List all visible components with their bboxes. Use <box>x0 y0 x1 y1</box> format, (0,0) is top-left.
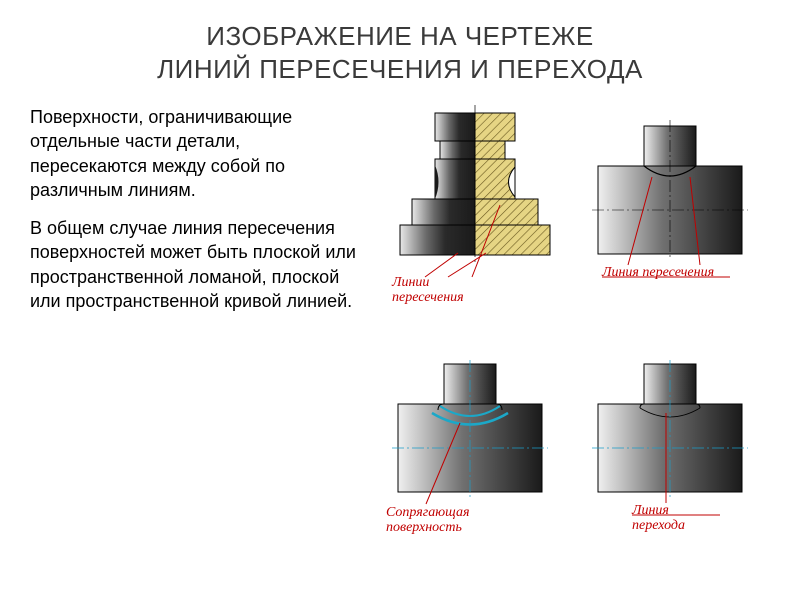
text-column: Поверхности, ограничивающие отдельные ча… <box>30 105 360 585</box>
content-row: Поверхности, ограничивающие отдельные ча… <box>30 105 770 585</box>
figure-column: Линии пересечения Линия пересечения Сопр… <box>370 105 770 585</box>
paragraph-2: В общем случае линия пересечения поверхн… <box>30 216 360 313</box>
title-line-1: ИЗОБРАЖЕНИЕ НА ЧЕРТЕЖЕ <box>206 21 593 51</box>
leader-overlay <box>370 105 770 545</box>
title-line-2: ЛИНИЙ ПЕРЕСЕЧЕНИЯ И ПЕРЕХОДА <box>157 54 643 84</box>
slide-title: ИЗОБРАЖЕНИЕ НА ЧЕРТЕЖЕ ЛИНИЙ ПЕРЕСЕЧЕНИЯ… <box>30 20 770 85</box>
slide: ИЗОБРАЖЕНИЕ НА ЧЕРТЕЖЕ ЛИНИЙ ПЕРЕСЕЧЕНИЯ… <box>0 0 800 600</box>
paragraph-1: Поверхности, ограничивающие отдельные ча… <box>30 105 360 202</box>
